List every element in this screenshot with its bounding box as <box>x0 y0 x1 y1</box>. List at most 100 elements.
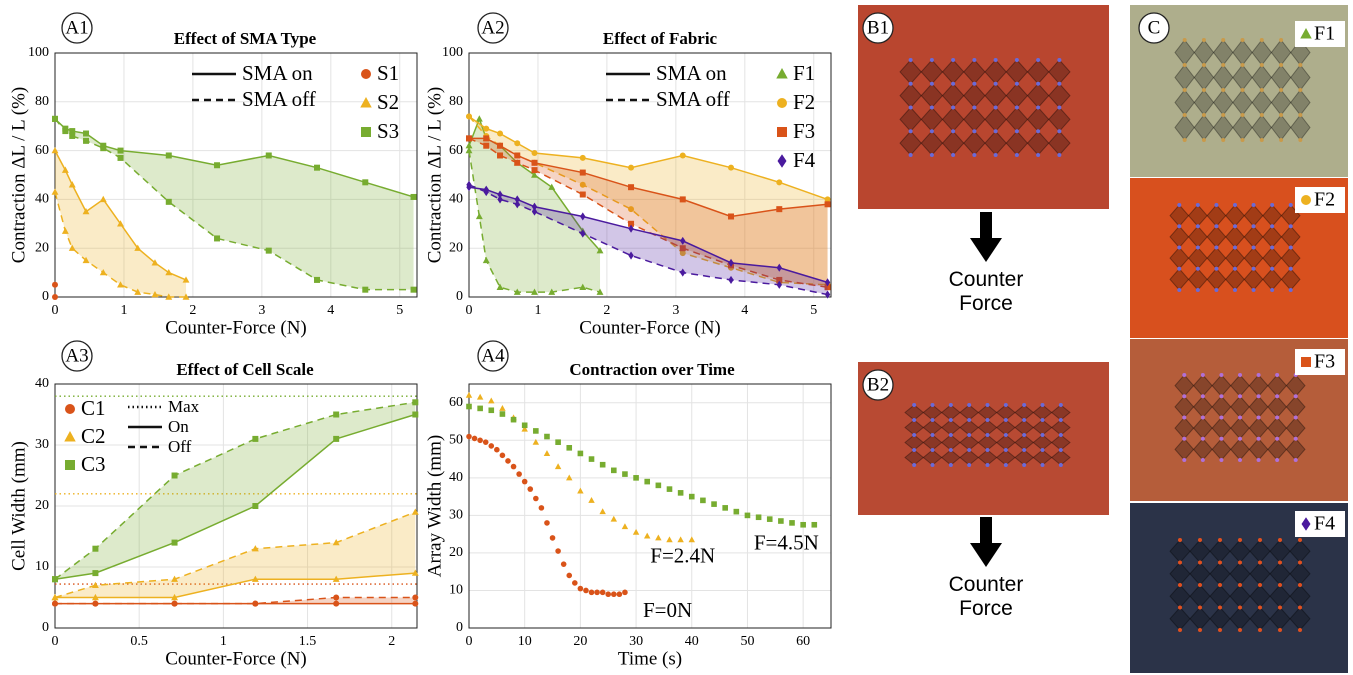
marker <box>466 113 472 120</box>
stitch <box>929 153 934 157</box>
stitch <box>1298 113 1303 117</box>
x-tick-label: 0 <box>466 303 473 318</box>
marker <box>580 212 586 221</box>
marker <box>62 128 69 135</box>
stitch <box>1251 266 1256 271</box>
marker <box>52 281 58 288</box>
marker <box>92 600 99 607</box>
x-tick-label: 60 <box>796 634 810 649</box>
marker <box>171 593 178 601</box>
stitch <box>1182 38 1187 42</box>
marker <box>497 195 503 204</box>
axes-box <box>54 383 418 629</box>
marker <box>134 244 142 251</box>
band <box>55 118 414 290</box>
stitch <box>1014 81 1019 86</box>
marker <box>680 236 686 245</box>
stitch <box>1177 288 1182 292</box>
stitch <box>1251 288 1256 292</box>
y-tick-label: 30 <box>449 508 463 523</box>
marker <box>488 397 495 404</box>
marker <box>171 600 178 607</box>
stitch <box>912 403 917 407</box>
x-tick-label: 2 <box>603 303 610 318</box>
marker <box>579 283 587 290</box>
line <box>54 401 416 580</box>
band <box>469 138 828 288</box>
stitch <box>1293 394 1298 399</box>
stitch <box>1195 288 1200 292</box>
marker <box>151 290 159 298</box>
marker <box>1301 517 1311 531</box>
legend-label: SMA on <box>242 61 313 85</box>
marker <box>733 508 740 515</box>
stitch <box>1238 605 1242 610</box>
stitch <box>1259 63 1264 67</box>
y-axis-label: Contraction ΔL / L (%) <box>424 87 445 263</box>
stitch <box>1259 113 1264 117</box>
y-tick-label: 80 <box>449 94 463 109</box>
marker <box>499 452 506 459</box>
marker <box>824 201 831 208</box>
marker <box>548 183 556 190</box>
stitch <box>1298 605 1302 610</box>
stitch <box>1014 153 1019 157</box>
line <box>54 511 416 599</box>
stitch <box>1275 415 1280 420</box>
stitch <box>1003 448 1008 452</box>
marker <box>362 286 369 293</box>
stitch <box>912 463 917 467</box>
stitch <box>1221 38 1226 42</box>
panel-badge <box>61 340 93 372</box>
y-tick-label: 50 <box>449 433 463 448</box>
stitch <box>1275 394 1280 399</box>
marker <box>628 164 635 171</box>
marker <box>531 207 538 216</box>
stitch <box>1057 81 1062 86</box>
marker <box>496 283 504 290</box>
stitch <box>1240 138 1245 142</box>
marker <box>583 587 589 594</box>
marker <box>100 145 107 152</box>
stitch <box>1298 138 1303 142</box>
stitch <box>1256 373 1261 377</box>
caption: Counter Force <box>948 268 1024 315</box>
y-tick-label: 40 <box>449 192 463 207</box>
x-tick-label: 40 <box>685 634 699 649</box>
annotation: F=4.5N <box>754 531 819 555</box>
stitch <box>1003 463 1008 467</box>
y-tick-label: 40 <box>35 192 49 207</box>
y-tick-label: 40 <box>35 376 49 391</box>
y-tick-label: 0 <box>42 289 49 304</box>
marker <box>362 179 369 186</box>
stitch <box>1218 560 1222 565</box>
stitch <box>1221 138 1226 142</box>
stitch <box>1233 245 1237 250</box>
x-tick-label: 1.5 <box>299 634 317 649</box>
marker <box>82 208 90 215</box>
marker <box>251 545 259 552</box>
stitch <box>1195 203 1200 207</box>
stitch <box>1238 458 1242 462</box>
marker <box>1301 195 1311 205</box>
y-axis-label: Contraction ΔL / L (%) <box>8 87 29 263</box>
stitch <box>972 81 977 86</box>
stitch <box>1182 415 1187 420</box>
marker <box>533 428 539 434</box>
stitch <box>1182 113 1187 117</box>
marker <box>655 534 662 541</box>
stitch <box>1219 415 1224 420</box>
legend-label: F2 <box>793 90 815 114</box>
legend-label: C3 <box>81 452 106 476</box>
stitch <box>1022 403 1027 407</box>
stitch <box>1198 605 1202 610</box>
marker <box>314 276 321 283</box>
marker <box>824 290 831 299</box>
panel-badge <box>477 340 509 372</box>
stitch <box>1221 113 1226 117</box>
stitch <box>1238 560 1242 565</box>
marker <box>475 212 483 220</box>
swatch-label: F4 <box>1314 513 1335 535</box>
marker <box>165 293 173 300</box>
stitch <box>948 418 953 422</box>
